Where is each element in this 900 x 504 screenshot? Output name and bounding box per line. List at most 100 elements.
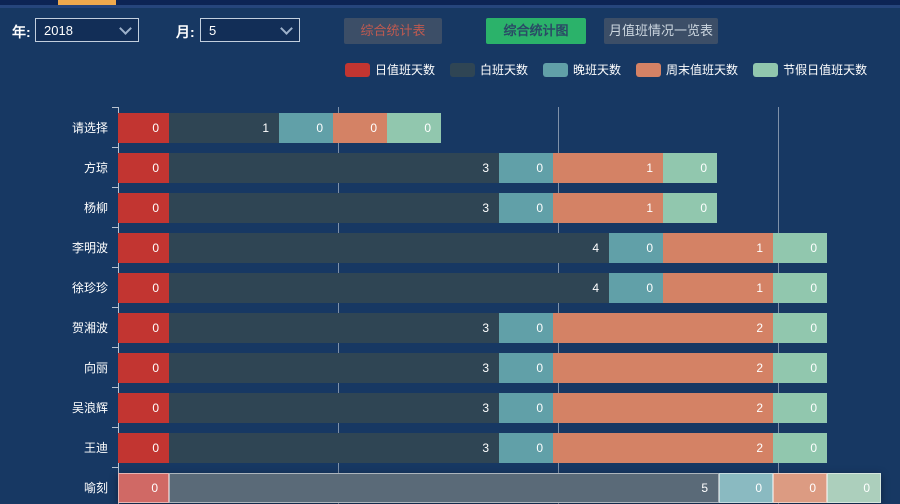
- bar-segment[interactable]: 3: [169, 353, 499, 383]
- bar-segment[interactable]: 5: [169, 473, 719, 503]
- bar-row: 0 3 0 2 0: [118, 433, 827, 463]
- bar-value-label: 1: [756, 241, 763, 255]
- bar-segment[interactable]: 0: [773, 313, 827, 343]
- y-axis-tick: [112, 107, 118, 108]
- bar-value-label: 0: [700, 201, 707, 215]
- bar-segment[interactable]: 0: [118, 193, 169, 223]
- bar-segment[interactable]: 0: [499, 153, 553, 183]
- legend-item-label: 晚班天数: [573, 63, 622, 77]
- bar-row: 0 3 0 1 0: [118, 153, 717, 183]
- y-axis-tick: [112, 227, 118, 228]
- bar-segment[interactable]: 1: [553, 193, 663, 223]
- bar-row: 0 4 0 1 0: [118, 233, 827, 263]
- bar-segment[interactable]: 0: [118, 153, 169, 183]
- month-select[interactable]: 5: [200, 18, 300, 42]
- bar-value-label: 2: [756, 401, 763, 415]
- bar-segment[interactable]: 0: [387, 113, 441, 143]
- bar-value-label: 0: [536, 361, 543, 375]
- bar-segment[interactable]: 3: [169, 313, 499, 343]
- y-axis-tick: [112, 307, 118, 308]
- bar-value-label: 0: [152, 161, 159, 175]
- bar-segment[interactable]: 0: [773, 273, 827, 303]
- y-axis-line: [118, 107, 119, 504]
- bar-segment[interactable]: 0: [118, 113, 169, 143]
- bar-value-label: 0: [370, 121, 377, 135]
- bar-segment[interactable]: 0: [609, 233, 663, 263]
- bar-segment[interactable]: 2: [553, 393, 773, 423]
- bar-segment[interactable]: 0: [773, 393, 827, 423]
- bar-value-label: 3: [482, 201, 489, 215]
- bar-segment[interactable]: 3: [169, 393, 499, 423]
- bar-value-label: 1: [262, 121, 269, 135]
- bar-value-label: 0: [536, 401, 543, 415]
- bar-value-label: 0: [536, 441, 543, 455]
- y-axis-tick: [112, 427, 118, 428]
- legend-swatch-icon: [345, 62, 370, 77]
- bar-segment[interactable]: 0: [118, 393, 169, 423]
- bar-value-label: 2: [756, 441, 763, 455]
- bar-segment[interactable]: 2: [553, 313, 773, 343]
- bar-segment[interactable]: 1: [553, 153, 663, 183]
- bar-segment[interactable]: 0: [499, 433, 553, 463]
- bar-segment[interactable]: 0: [333, 113, 387, 143]
- category-label: 请选择: [71, 121, 108, 135]
- legend-item-2[interactable]: 晚班天数: [543, 61, 621, 78]
- bar-segment[interactable]: 0: [118, 273, 169, 303]
- y-axis-tick: [112, 347, 118, 348]
- bar-segment[interactable]: 3: [169, 153, 499, 183]
- bar-segment[interactable]: 4: [169, 233, 609, 263]
- bar-segment[interactable]: 0: [773, 433, 827, 463]
- bar-value-label: 0: [536, 201, 543, 215]
- active-tab-indicator[interactable]: [58, 0, 116, 5]
- bar-segment[interactable]: 1: [663, 233, 773, 263]
- bar-segment[interactable]: 0: [118, 353, 169, 383]
- bar-segment[interactable]: 0: [118, 473, 169, 503]
- bar-segment[interactable]: 4: [169, 273, 609, 303]
- bar-segment[interactable]: 0: [499, 393, 553, 423]
- legend-swatch-icon: [636, 62, 662, 77]
- bar-value-label: 4: [592, 281, 599, 295]
- bar-value-label: 1: [646, 161, 653, 175]
- legend-item-4[interactable]: 节假日值班天数: [753, 61, 867, 78]
- bar-segment[interactable]: 0: [118, 433, 169, 463]
- bar-segment[interactable]: 0: [663, 193, 717, 223]
- legend-item-label: 日值班天数: [375, 63, 436, 77]
- bar-segment[interactable]: 0: [118, 233, 169, 263]
- bar-value-label: 0: [316, 121, 323, 135]
- bar-segment[interactable]: 2: [553, 353, 773, 383]
- bar-value-label: 3: [482, 161, 489, 175]
- legend-item-label: 节假日值班天数: [783, 63, 868, 77]
- bar-value-label: 0: [810, 281, 817, 295]
- bar-segment[interactable]: 0: [773, 233, 827, 263]
- bar-value-label: 0: [152, 241, 159, 255]
- legend-swatch-icon: [753, 62, 779, 77]
- bar-segment[interactable]: 0: [719, 473, 773, 503]
- bar-segment[interactable]: 0: [499, 353, 553, 383]
- bar-segment[interactable]: 1: [663, 273, 773, 303]
- bar-segment[interactable]: 0: [827, 473, 881, 503]
- bar-value-label: 2: [756, 361, 763, 375]
- x-gridline: [778, 107, 779, 504]
- bar-segment[interactable]: 0: [499, 193, 553, 223]
- bar-segment[interactable]: 2: [553, 433, 773, 463]
- summary-table-button[interactable]: 综合统计表: [344, 18, 442, 44]
- bar-segment[interactable]: 0: [663, 153, 717, 183]
- legend-item-3[interactable]: 周末值班天数: [636, 61, 738, 78]
- monthly-duty-list-button[interactable]: 月值班情况一览表: [604, 18, 718, 44]
- bar-segment[interactable]: 0: [279, 113, 333, 143]
- bar-segment[interactable]: 0: [118, 313, 169, 343]
- summary-chart-button[interactable]: 综合统计图: [486, 18, 586, 44]
- bar-segment[interactable]: 0: [773, 353, 827, 383]
- bar-segment[interactable]: 1: [169, 113, 279, 143]
- legend: 日值班天数 白班天数 晚班天数 周末值班天数 节假日值班天数: [345, 61, 867, 78]
- legend-item-1[interactable]: 白班天数: [450, 61, 528, 78]
- bar-segment[interactable]: 0: [773, 473, 827, 503]
- bar-segment[interactable]: 3: [169, 433, 499, 463]
- bar-segment[interactable]: 0: [609, 273, 663, 303]
- year-select[interactable]: 2018: [35, 18, 139, 42]
- category-label: 王迪: [83, 441, 108, 455]
- legend-swatch-icon: [450, 62, 476, 77]
- legend-item-0[interactable]: 日值班天数: [345, 61, 435, 78]
- bar-segment[interactable]: 0: [499, 313, 553, 343]
- bar-segment[interactable]: 3: [169, 193, 499, 223]
